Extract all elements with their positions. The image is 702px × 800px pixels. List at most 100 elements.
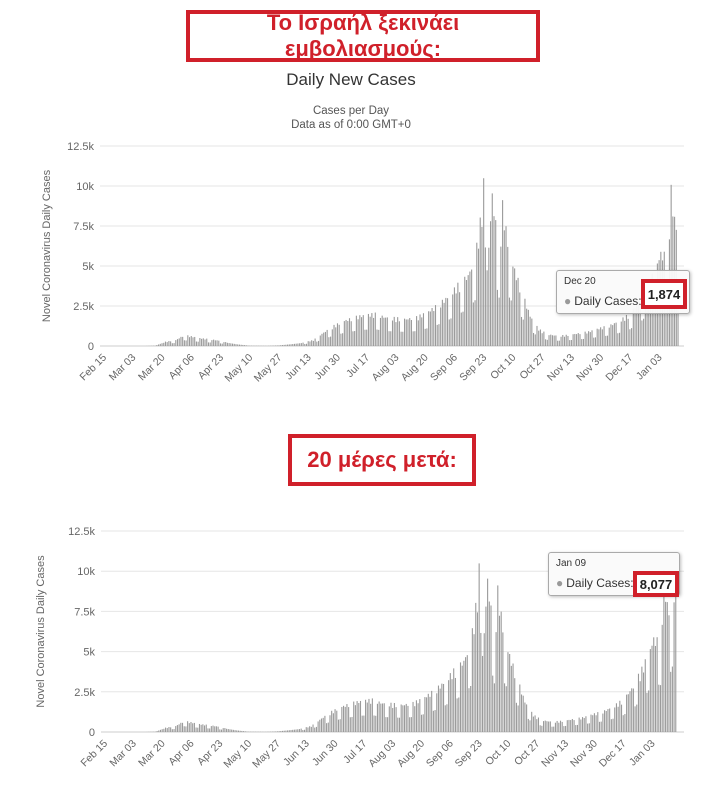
tooltip-value: 8,077 [633, 571, 679, 597]
bar [548, 335, 550, 346]
bar [558, 722, 560, 732]
bar [428, 311, 430, 346]
bar [365, 699, 367, 732]
bar [524, 298, 526, 346]
bar [242, 344, 244, 346]
bar [570, 720, 572, 732]
bar [473, 634, 475, 732]
bar [278, 731, 280, 732]
bar [332, 713, 334, 732]
bar [488, 247, 490, 346]
bar [213, 339, 215, 346]
bar [237, 344, 239, 346]
bar [500, 246, 502, 346]
bar [636, 704, 638, 732]
bar [614, 707, 616, 732]
bar [307, 341, 309, 346]
bar [529, 316, 531, 346]
bar [287, 344, 289, 346]
bar [646, 295, 648, 346]
bar [158, 730, 160, 732]
bar [663, 570, 665, 732]
bar [543, 721, 545, 732]
bar [390, 331, 392, 346]
bar [330, 336, 332, 346]
bar [176, 339, 179, 346]
bar-series [146, 178, 679, 346]
bar [198, 723, 201, 732]
bar [415, 700, 417, 732]
bar [404, 705, 406, 732]
bar [590, 714, 592, 732]
bar [285, 730, 287, 732]
bar [163, 342, 165, 346]
y-tick-label: 2.5k [74, 687, 95, 699]
x-tick-label: Sep 06 [424, 738, 456, 770]
bar [363, 715, 365, 732]
bar [376, 703, 378, 732]
bar [572, 334, 574, 346]
bar [314, 338, 316, 346]
bar [417, 320, 419, 346]
bar [498, 297, 500, 346]
bar [226, 342, 228, 346]
bar [593, 337, 595, 346]
bar [596, 328, 598, 346]
bar [574, 333, 576, 346]
bar [573, 720, 575, 732]
bar [298, 729, 301, 732]
bar [370, 703, 372, 732]
bar [512, 663, 514, 732]
bar [600, 721, 602, 732]
bar [359, 315, 361, 346]
bar [373, 715, 375, 732]
bar [200, 724, 202, 732]
y-axis-label: Novel Coronavirus Daily Cases [41, 169, 53, 322]
x-tick-label: Nov 13 [539, 738, 571, 770]
bar [619, 700, 621, 732]
bar [450, 318, 452, 346]
bar [451, 679, 453, 732]
bar [366, 329, 368, 346]
bar [526, 704, 528, 732]
bar [275, 345, 277, 346]
bar [522, 319, 524, 346]
bar [606, 335, 609, 346]
bar [651, 645, 653, 732]
bar [340, 333, 342, 346]
x-tick-label: May 10 [221, 738, 254, 771]
bar [247, 345, 249, 346]
bar [402, 705, 404, 732]
bar [539, 329, 541, 346]
bar [508, 297, 511, 346]
bar [202, 338, 204, 346]
bar [209, 342, 211, 346]
bar [591, 330, 593, 346]
bar [478, 563, 480, 732]
bar [353, 701, 355, 732]
bar [245, 345, 247, 346]
bar [593, 713, 595, 732]
bar [440, 307, 442, 346]
bar [309, 341, 311, 346]
chart-subtitle-2: Data as of 0:00 GMT+0 [291, 119, 411, 131]
bar [224, 728, 226, 732]
bar [665, 601, 667, 732]
bar [586, 333, 588, 346]
bar [424, 697, 426, 732]
bar [455, 293, 457, 346]
bar [568, 719, 570, 732]
bar [620, 704, 623, 732]
bar [668, 615, 670, 732]
bar [486, 270, 488, 346]
bar [570, 339, 572, 346]
bar [170, 341, 172, 346]
bar [424, 328, 426, 346]
bar [462, 311, 464, 346]
bar [671, 666, 673, 732]
bar [319, 719, 321, 732]
bar [445, 297, 447, 346]
bar [519, 292, 521, 346]
bar [237, 730, 240, 732]
